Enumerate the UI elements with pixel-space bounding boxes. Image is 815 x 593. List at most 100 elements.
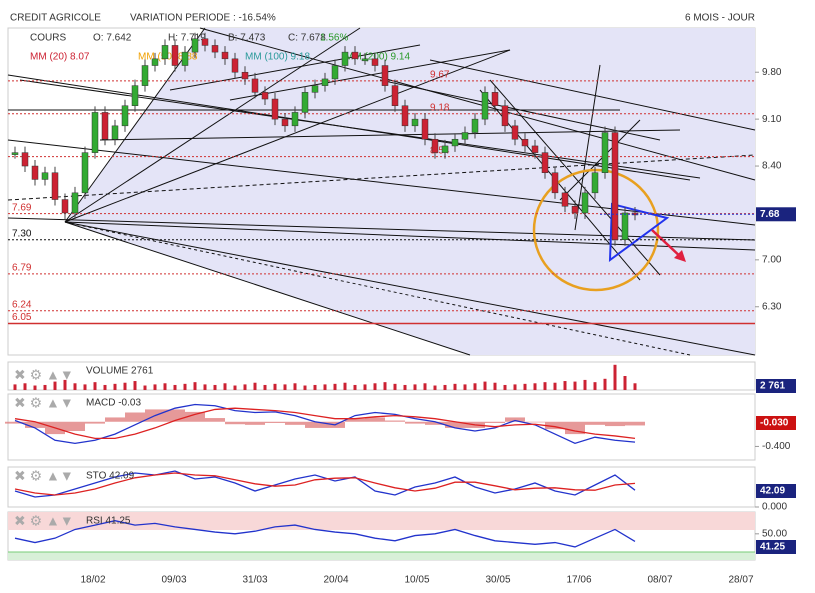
candle [211,45,219,53]
candle [541,152,549,173]
histogram-bar [345,418,365,422]
candle [181,51,189,66]
volume-bar [423,383,427,390]
volume-bar [323,384,327,390]
candle [301,92,309,113]
level-label: 6.79 [12,263,32,274]
x-tick-label: 31/03 [242,575,267,586]
candle [111,125,119,140]
panel-icons: ✖ ⚙ ▲▼ ✖ ⚙ ▲▼ ✖ ⚙ ▲▼ ✖ ⚙ ▲▼ [14,367,74,529]
last-value-box [756,379,796,393]
volume-bar [483,381,487,390]
arrow-head [674,250,686,262]
candle [101,112,109,140]
candle [161,45,169,60]
candle [601,132,609,173]
volume-bar [113,383,117,390]
histogram-bar [585,421,605,425]
indicator-line [14,520,636,548]
candle [11,152,19,155]
level-label: 7.30 [12,228,32,239]
volume-bar [273,383,277,390]
histogram-bar [485,421,505,423]
histogram-bar [565,421,585,435]
candle [311,85,319,93]
candle [261,92,269,100]
candle [141,65,149,86]
candle [361,58,369,62]
candle [561,192,569,207]
candle [61,199,69,214]
triangle-pattern [608,202,670,263]
panel-title: VOLUME 2761 [86,366,154,377]
volume-bar [93,382,97,390]
svg-text:✖ ⚙ ▲▼: ✖ ⚙ ▲▼ [14,395,74,411]
candle [451,138,459,147]
candle [231,58,239,73]
candle [271,98,279,120]
histogram-bar [225,421,245,425]
histogram-bar [505,417,525,422]
candle [191,38,199,53]
y-tick-label: -0.400 [762,441,791,452]
last-value: 42.09 [760,486,785,497]
legend-cours: COURS [30,33,66,44]
y-tick-label: 8.40 [762,161,782,172]
candle [351,51,359,60]
volume-bar [583,379,587,390]
volume-bar [463,384,467,390]
y-tick-label: 7.00 [762,254,782,265]
panel-title: RSI 41.25 [86,516,131,527]
volume-bar [23,383,27,390]
candle [131,85,139,106]
candle [481,92,489,120]
volume-bar [343,382,347,390]
volume-bar [303,385,307,390]
candle [21,152,29,167]
candle [621,212,629,240]
volume-bar [363,384,367,390]
volume-bar [513,384,517,390]
volume-bar [623,376,627,390]
x-tick-label: 20/04 [323,575,348,586]
volume-bar [123,382,127,390]
candle [151,58,159,66]
candle [121,105,129,127]
candle [201,38,209,46]
volume-bar [553,382,557,390]
volume-bar [473,383,477,390]
candle [611,132,619,240]
volume-bar [313,384,317,390]
last-value-box [756,207,796,222]
candle [171,45,179,66]
volume-bar [163,383,167,390]
volume-bar [503,384,507,390]
candle [531,145,539,153]
candle [241,71,249,80]
last-value: 41.25 [760,542,785,553]
volume-bar [183,383,187,390]
volume-bar [103,384,107,390]
volume-bar [413,384,417,390]
period: 6 MOIS - JOUR [685,13,755,24]
legend-low: B: 7.473 [228,33,266,44]
volume-bar [283,384,287,390]
x-tick-label: 17/06 [566,575,591,586]
level-label: 9.67 [430,70,450,81]
candle [251,78,259,93]
candle [331,65,339,80]
histogram-bar [405,421,425,424]
svg-text:✖ ⚙ ▲▼: ✖ ⚙ ▲▼ [14,468,74,484]
level-label: 6.05 [12,312,32,323]
legend-mm20: MM (20) 8.07 [30,52,90,63]
volume-bar [293,383,297,390]
histogram-bar [305,421,325,428]
volume-bar [493,382,497,390]
x-tick-label: 08/07 [647,575,672,586]
histogram-bar [245,421,265,425]
level-label: 9.18 [430,102,450,113]
legend-mm100: MM (100) 9.18 [245,52,310,63]
x-tick-label: 09/03 [161,575,186,586]
candle [571,205,579,214]
